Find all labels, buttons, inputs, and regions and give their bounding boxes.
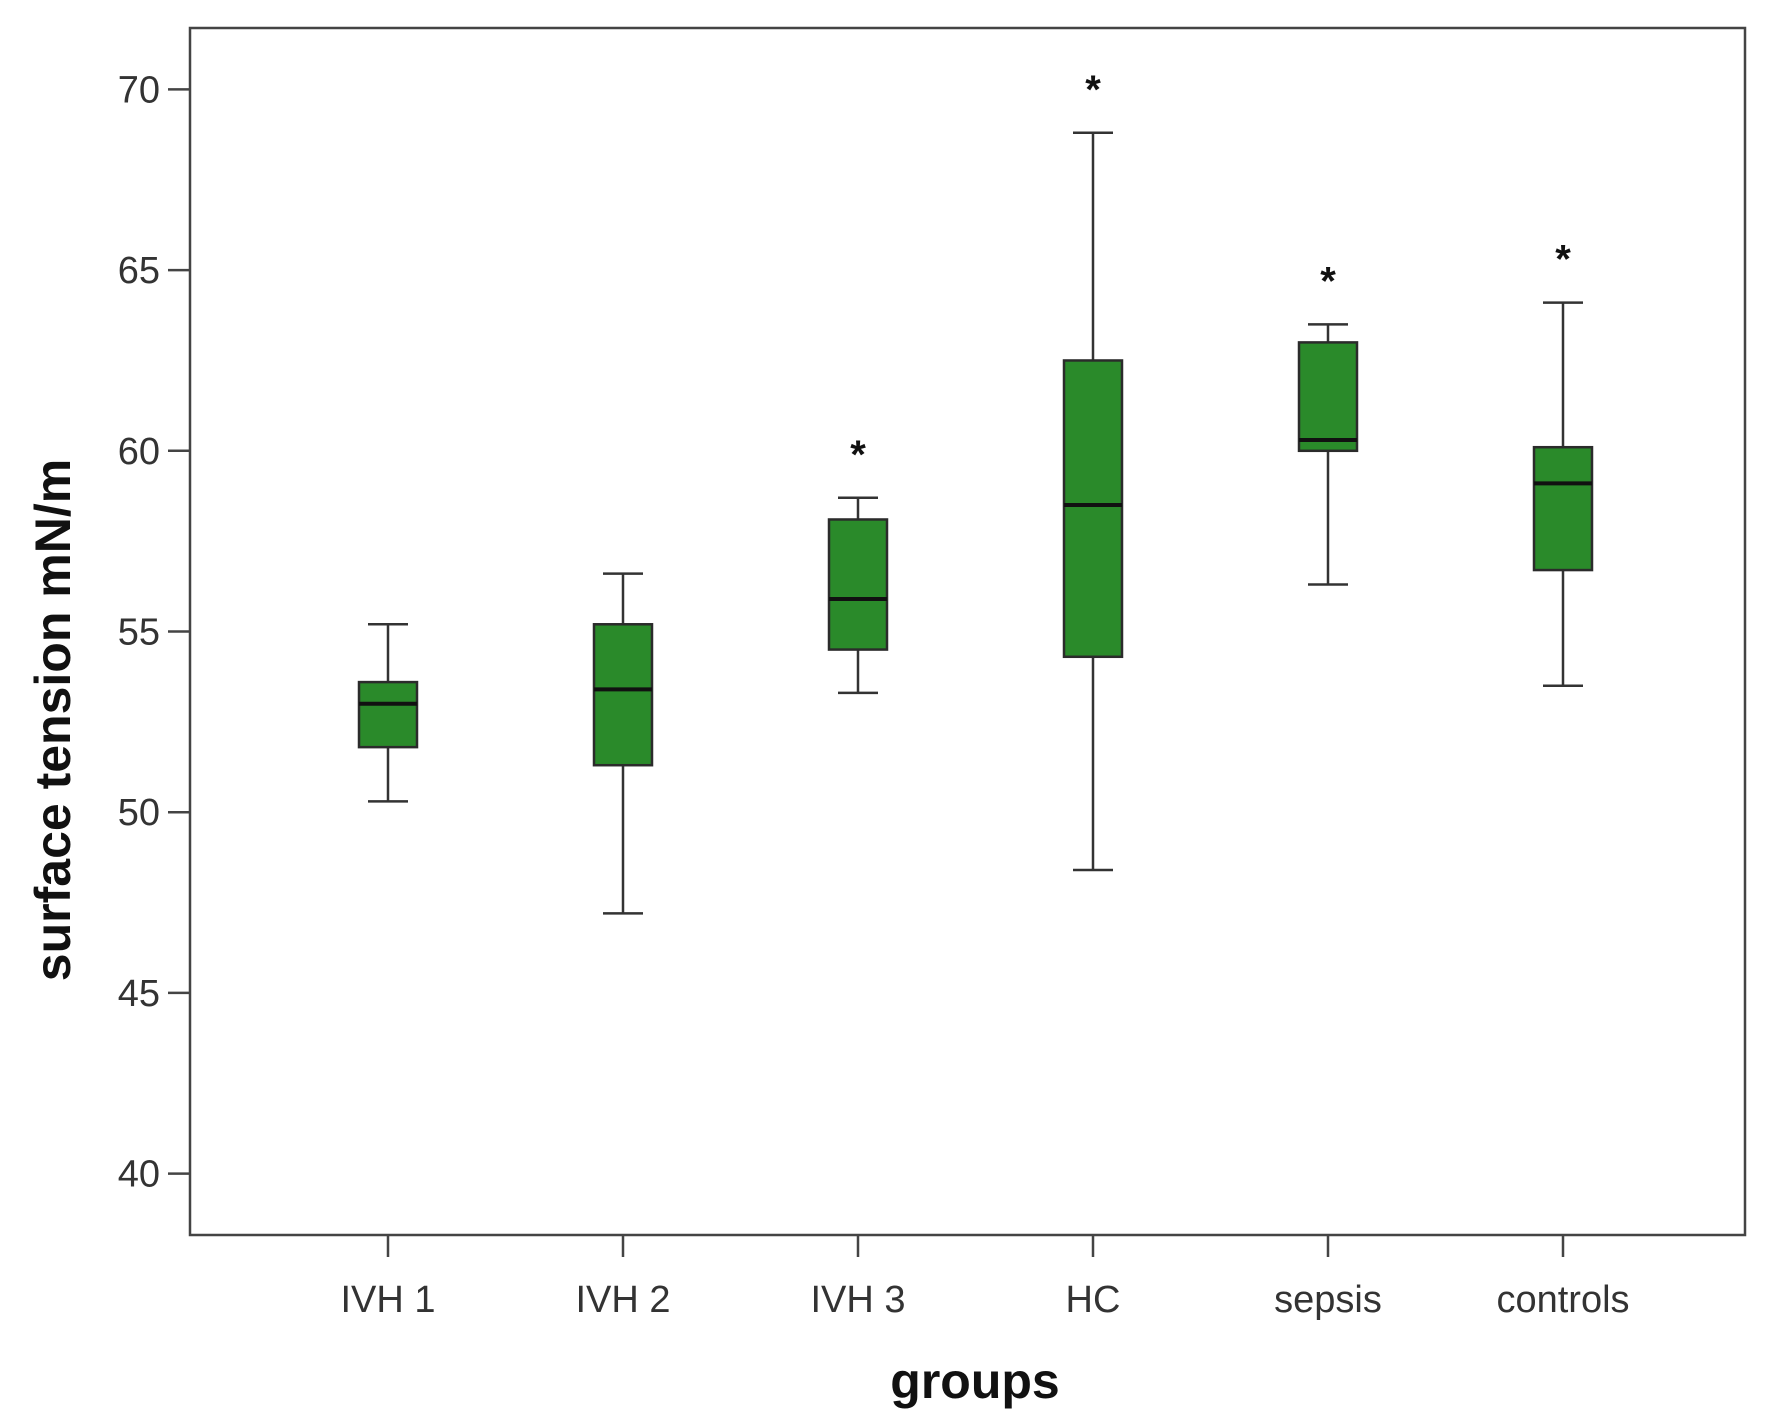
y-axis: 40 45 50 55 60 65 70 bbox=[118, 69, 190, 1196]
box-ivh-1 bbox=[357, 623, 419, 803]
iqr-box bbox=[592, 623, 654, 767]
y-tick-label: 70 bbox=[118, 69, 160, 111]
y-tick-label: 40 bbox=[118, 1154, 160, 1196]
y-tick-label: 55 bbox=[118, 612, 160, 654]
x-tick-label: controls bbox=[1496, 1279, 1629, 1321]
significance-marker: * bbox=[1320, 259, 1336, 303]
y-tick-label: 50 bbox=[118, 792, 160, 834]
box-series: * * * * bbox=[357, 68, 1594, 915]
iqr-box bbox=[1532, 445, 1594, 572]
plot-frame bbox=[188, 26, 1747, 1237]
x-tick-label: sepsis bbox=[1274, 1279, 1382, 1321]
box-sepsis: * bbox=[1297, 259, 1359, 586]
y-axis-title: surface tension mN/m bbox=[25, 459, 81, 981]
y-tick-label: 60 bbox=[118, 431, 160, 473]
iqr-box bbox=[1297, 341, 1359, 453]
x-tick-label: IVH 3 bbox=[810, 1279, 905, 1321]
x-axis-title: groups bbox=[890, 1353, 1059, 1409]
significance-marker: * bbox=[1555, 238, 1571, 282]
iqr-box bbox=[1062, 359, 1124, 659]
box-ivh-2 bbox=[592, 572, 654, 915]
significance-marker: * bbox=[850, 433, 866, 477]
iqr-box bbox=[357, 680, 419, 749]
box-hc: * bbox=[1062, 68, 1124, 872]
x-tick-label: IVH 2 bbox=[575, 1279, 670, 1321]
y-tick-label: 45 bbox=[118, 973, 160, 1015]
box-ivh-3: * bbox=[827, 433, 889, 695]
box-controls: * bbox=[1532, 238, 1594, 687]
y-tick-label: 65 bbox=[118, 250, 160, 292]
x-tick-label: IVH 1 bbox=[340, 1279, 435, 1321]
x-tick-label: HC bbox=[1066, 1279, 1121, 1321]
significance-marker: * bbox=[1085, 68, 1101, 112]
iqr-box bbox=[827, 518, 889, 651]
x-axis: IVH 1 IVH 2 IVH 3 HC sepsis controls bbox=[340, 1235, 1630, 1321]
